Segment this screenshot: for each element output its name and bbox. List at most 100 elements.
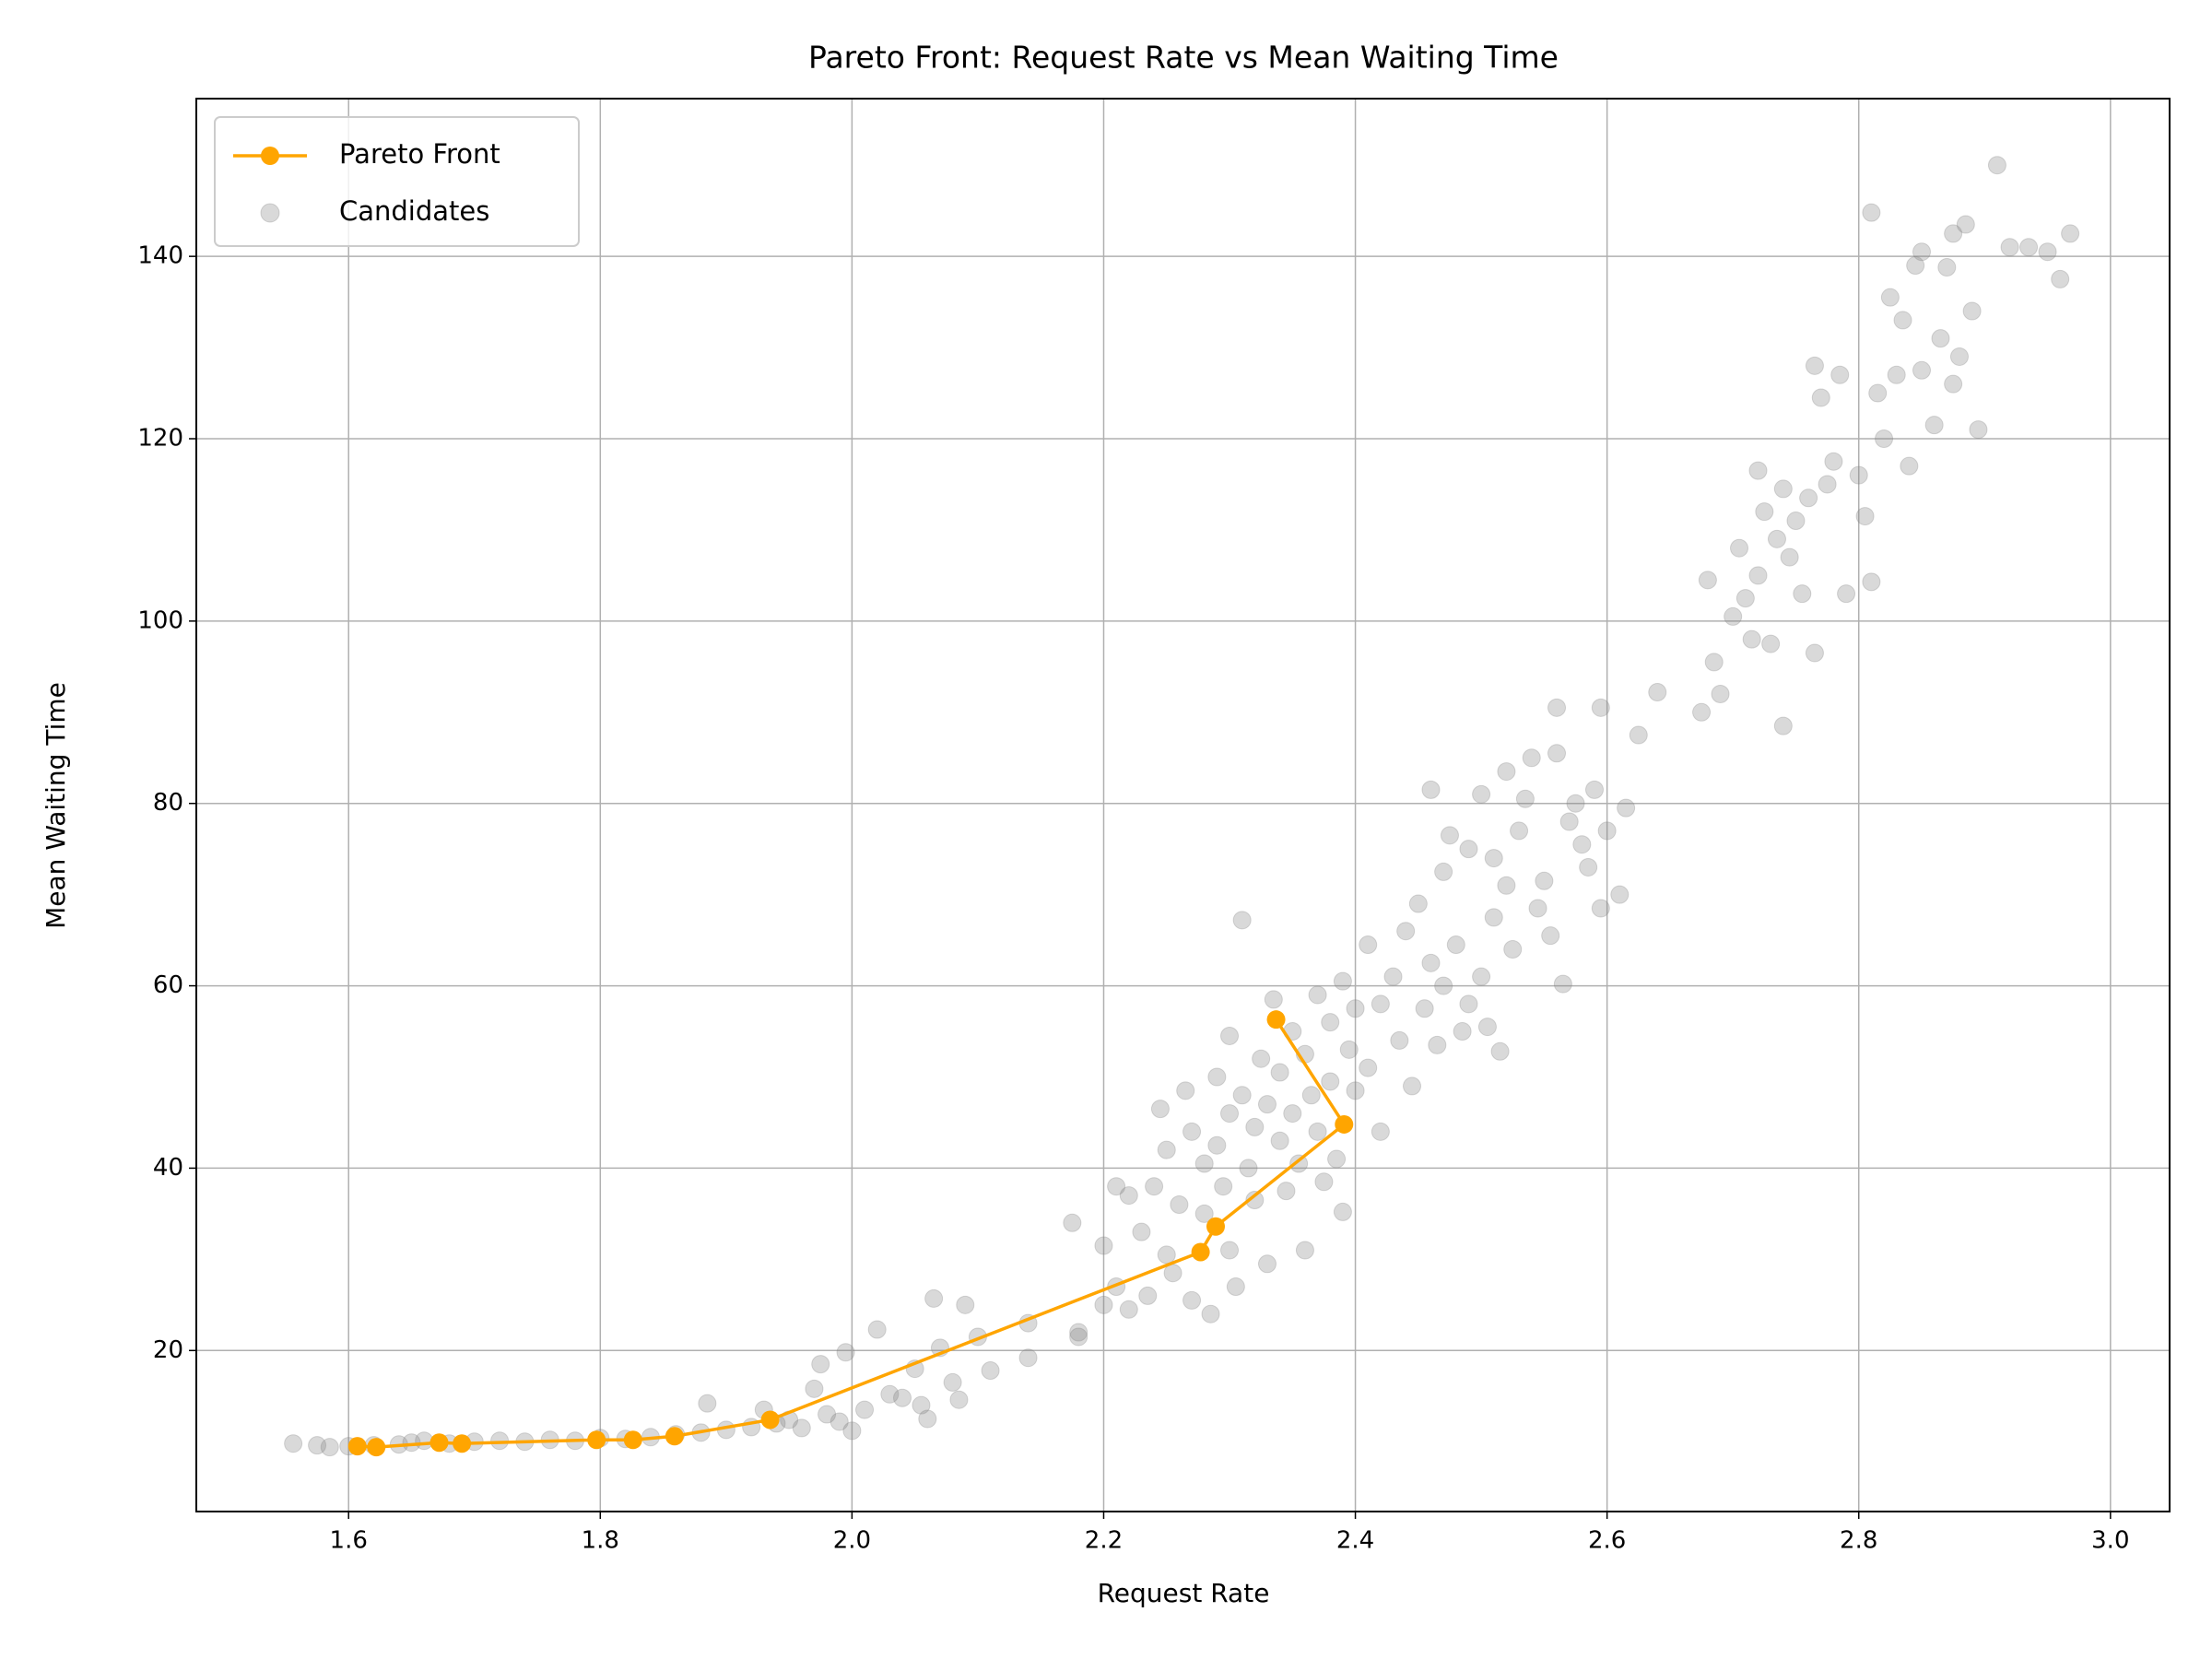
candidate-point bbox=[1730, 538, 1749, 558]
x-tick-label: 2.4 bbox=[1336, 1527, 1374, 1555]
candidate-point bbox=[1371, 1122, 1390, 1141]
candidate-point bbox=[2038, 242, 2057, 262]
candidate-point bbox=[1912, 360, 1932, 380]
candidate-point bbox=[867, 1320, 887, 1339]
candidate-point bbox=[1724, 606, 1743, 626]
candidate-point bbox=[1818, 475, 1837, 494]
candidate-point bbox=[1862, 572, 1881, 592]
candidate-point bbox=[1944, 224, 1963, 243]
x-tick-label: 1.6 bbox=[330, 1527, 368, 1555]
candidate-point bbox=[1887, 365, 1906, 384]
candidate-point bbox=[1987, 156, 2006, 175]
candidate-point bbox=[1515, 789, 1535, 808]
candidate-point bbox=[1547, 698, 1567, 717]
candidate-point bbox=[308, 1436, 327, 1455]
candidate-point bbox=[1629, 725, 1648, 745]
candidate-point bbox=[1924, 416, 1944, 435]
candidate-point bbox=[1182, 1290, 1202, 1310]
candidate-point bbox=[1497, 762, 1516, 782]
candidate-point bbox=[1805, 356, 1824, 375]
candidate-point bbox=[1264, 990, 1283, 1009]
candidate-point bbox=[1132, 1222, 1151, 1241]
candidate-point bbox=[1359, 1058, 1378, 1077]
candidate-point bbox=[1232, 1086, 1252, 1105]
candidate-point bbox=[1252, 1049, 1271, 1068]
candidate-point bbox=[1226, 1277, 1245, 1297]
y-tick-label: 20 bbox=[153, 1336, 183, 1364]
y-tick-label: 80 bbox=[153, 789, 183, 817]
candidate-point bbox=[1962, 301, 1982, 321]
candidate-point bbox=[1566, 794, 1585, 813]
candidate-point bbox=[1453, 1022, 1472, 1041]
x-tick-label: 2.6 bbox=[1588, 1527, 1626, 1555]
candidate-point bbox=[1220, 1241, 1240, 1260]
y-tick-label: 100 bbox=[137, 606, 183, 634]
candidate-point bbox=[1214, 1177, 1233, 1196]
candidate-point bbox=[842, 1421, 862, 1441]
x-tick-label: 2.2 bbox=[1085, 1527, 1123, 1555]
candidate-point bbox=[1868, 383, 1888, 403]
candidate-point bbox=[1553, 974, 1572, 994]
candidate-point bbox=[855, 1400, 875, 1419]
candidate-point bbox=[1270, 1131, 1289, 1150]
x-axis-label: Request Rate bbox=[1098, 1578, 1270, 1608]
legend-box bbox=[214, 116, 580, 247]
candidate-point bbox=[1176, 1081, 1195, 1100]
candidate-point bbox=[1591, 698, 1610, 717]
candidate-point bbox=[1742, 629, 1761, 649]
candidate-point bbox=[1748, 566, 1768, 585]
candidate-point bbox=[1289, 1154, 1309, 1173]
candidate-point bbox=[1333, 1202, 1352, 1221]
candidate-point bbox=[1617, 798, 1636, 818]
candidate-point bbox=[284, 1434, 303, 1453]
candidate-point bbox=[1761, 634, 1781, 653]
candidate-point bbox=[1257, 1095, 1277, 1114]
candidate-point bbox=[1403, 1077, 1422, 1096]
candidate-point bbox=[1314, 1172, 1334, 1192]
candidate-point bbox=[1931, 329, 1950, 348]
candidate-point bbox=[1157, 1140, 1176, 1159]
candidate-point bbox=[320, 1438, 339, 1457]
candidate-point bbox=[1559, 812, 1579, 831]
candidate-point bbox=[1484, 908, 1503, 927]
candidate-point bbox=[1194, 1154, 1214, 1173]
candidate-point bbox=[1321, 1072, 1340, 1091]
x-tick-label: 3.0 bbox=[2091, 1527, 2129, 1555]
pareto-point bbox=[453, 1434, 472, 1453]
candidate-point bbox=[1773, 479, 1793, 499]
legend: Pareto Front Candidates bbox=[214, 116, 580, 247]
candidate-point bbox=[1459, 840, 1478, 859]
candidate-point bbox=[1956, 215, 1975, 234]
candidate-point bbox=[1150, 1100, 1170, 1119]
candidate-point bbox=[1824, 452, 1843, 471]
candidate-point bbox=[2019, 238, 2039, 257]
candidate-point bbox=[818, 1405, 837, 1424]
candidate-point bbox=[1301, 1086, 1321, 1105]
candidate-point bbox=[698, 1394, 717, 1413]
candidate-point bbox=[1799, 488, 1818, 508]
candidate-point bbox=[912, 1395, 931, 1415]
candidate-point bbox=[1396, 922, 1416, 941]
candidate-point bbox=[1063, 1213, 1082, 1232]
candidate-point bbox=[1138, 1286, 1158, 1305]
y-tick-label: 120 bbox=[137, 425, 183, 453]
candidate-point bbox=[1584, 780, 1604, 799]
pareto-point bbox=[623, 1430, 642, 1450]
candidate-point bbox=[1811, 388, 1830, 407]
candidate-point bbox=[1346, 1081, 1365, 1100]
candidate-point bbox=[1119, 1300, 1138, 1319]
x-tick-label: 2.0 bbox=[833, 1527, 871, 1555]
candidate-point bbox=[1339, 1040, 1359, 1059]
candidate-point bbox=[1880, 288, 1900, 307]
candidate-point bbox=[1459, 994, 1478, 1014]
candidate-point bbox=[2051, 269, 2070, 288]
candidate-point bbox=[1610, 885, 1630, 904]
candidate-point bbox=[792, 1418, 811, 1438]
candidate-point bbox=[1541, 926, 1560, 946]
candidate-point bbox=[1245, 1117, 1265, 1136]
candidate-point bbox=[1767, 529, 1786, 548]
candidate-point bbox=[1503, 940, 1523, 959]
candidate-point bbox=[830, 1412, 849, 1431]
